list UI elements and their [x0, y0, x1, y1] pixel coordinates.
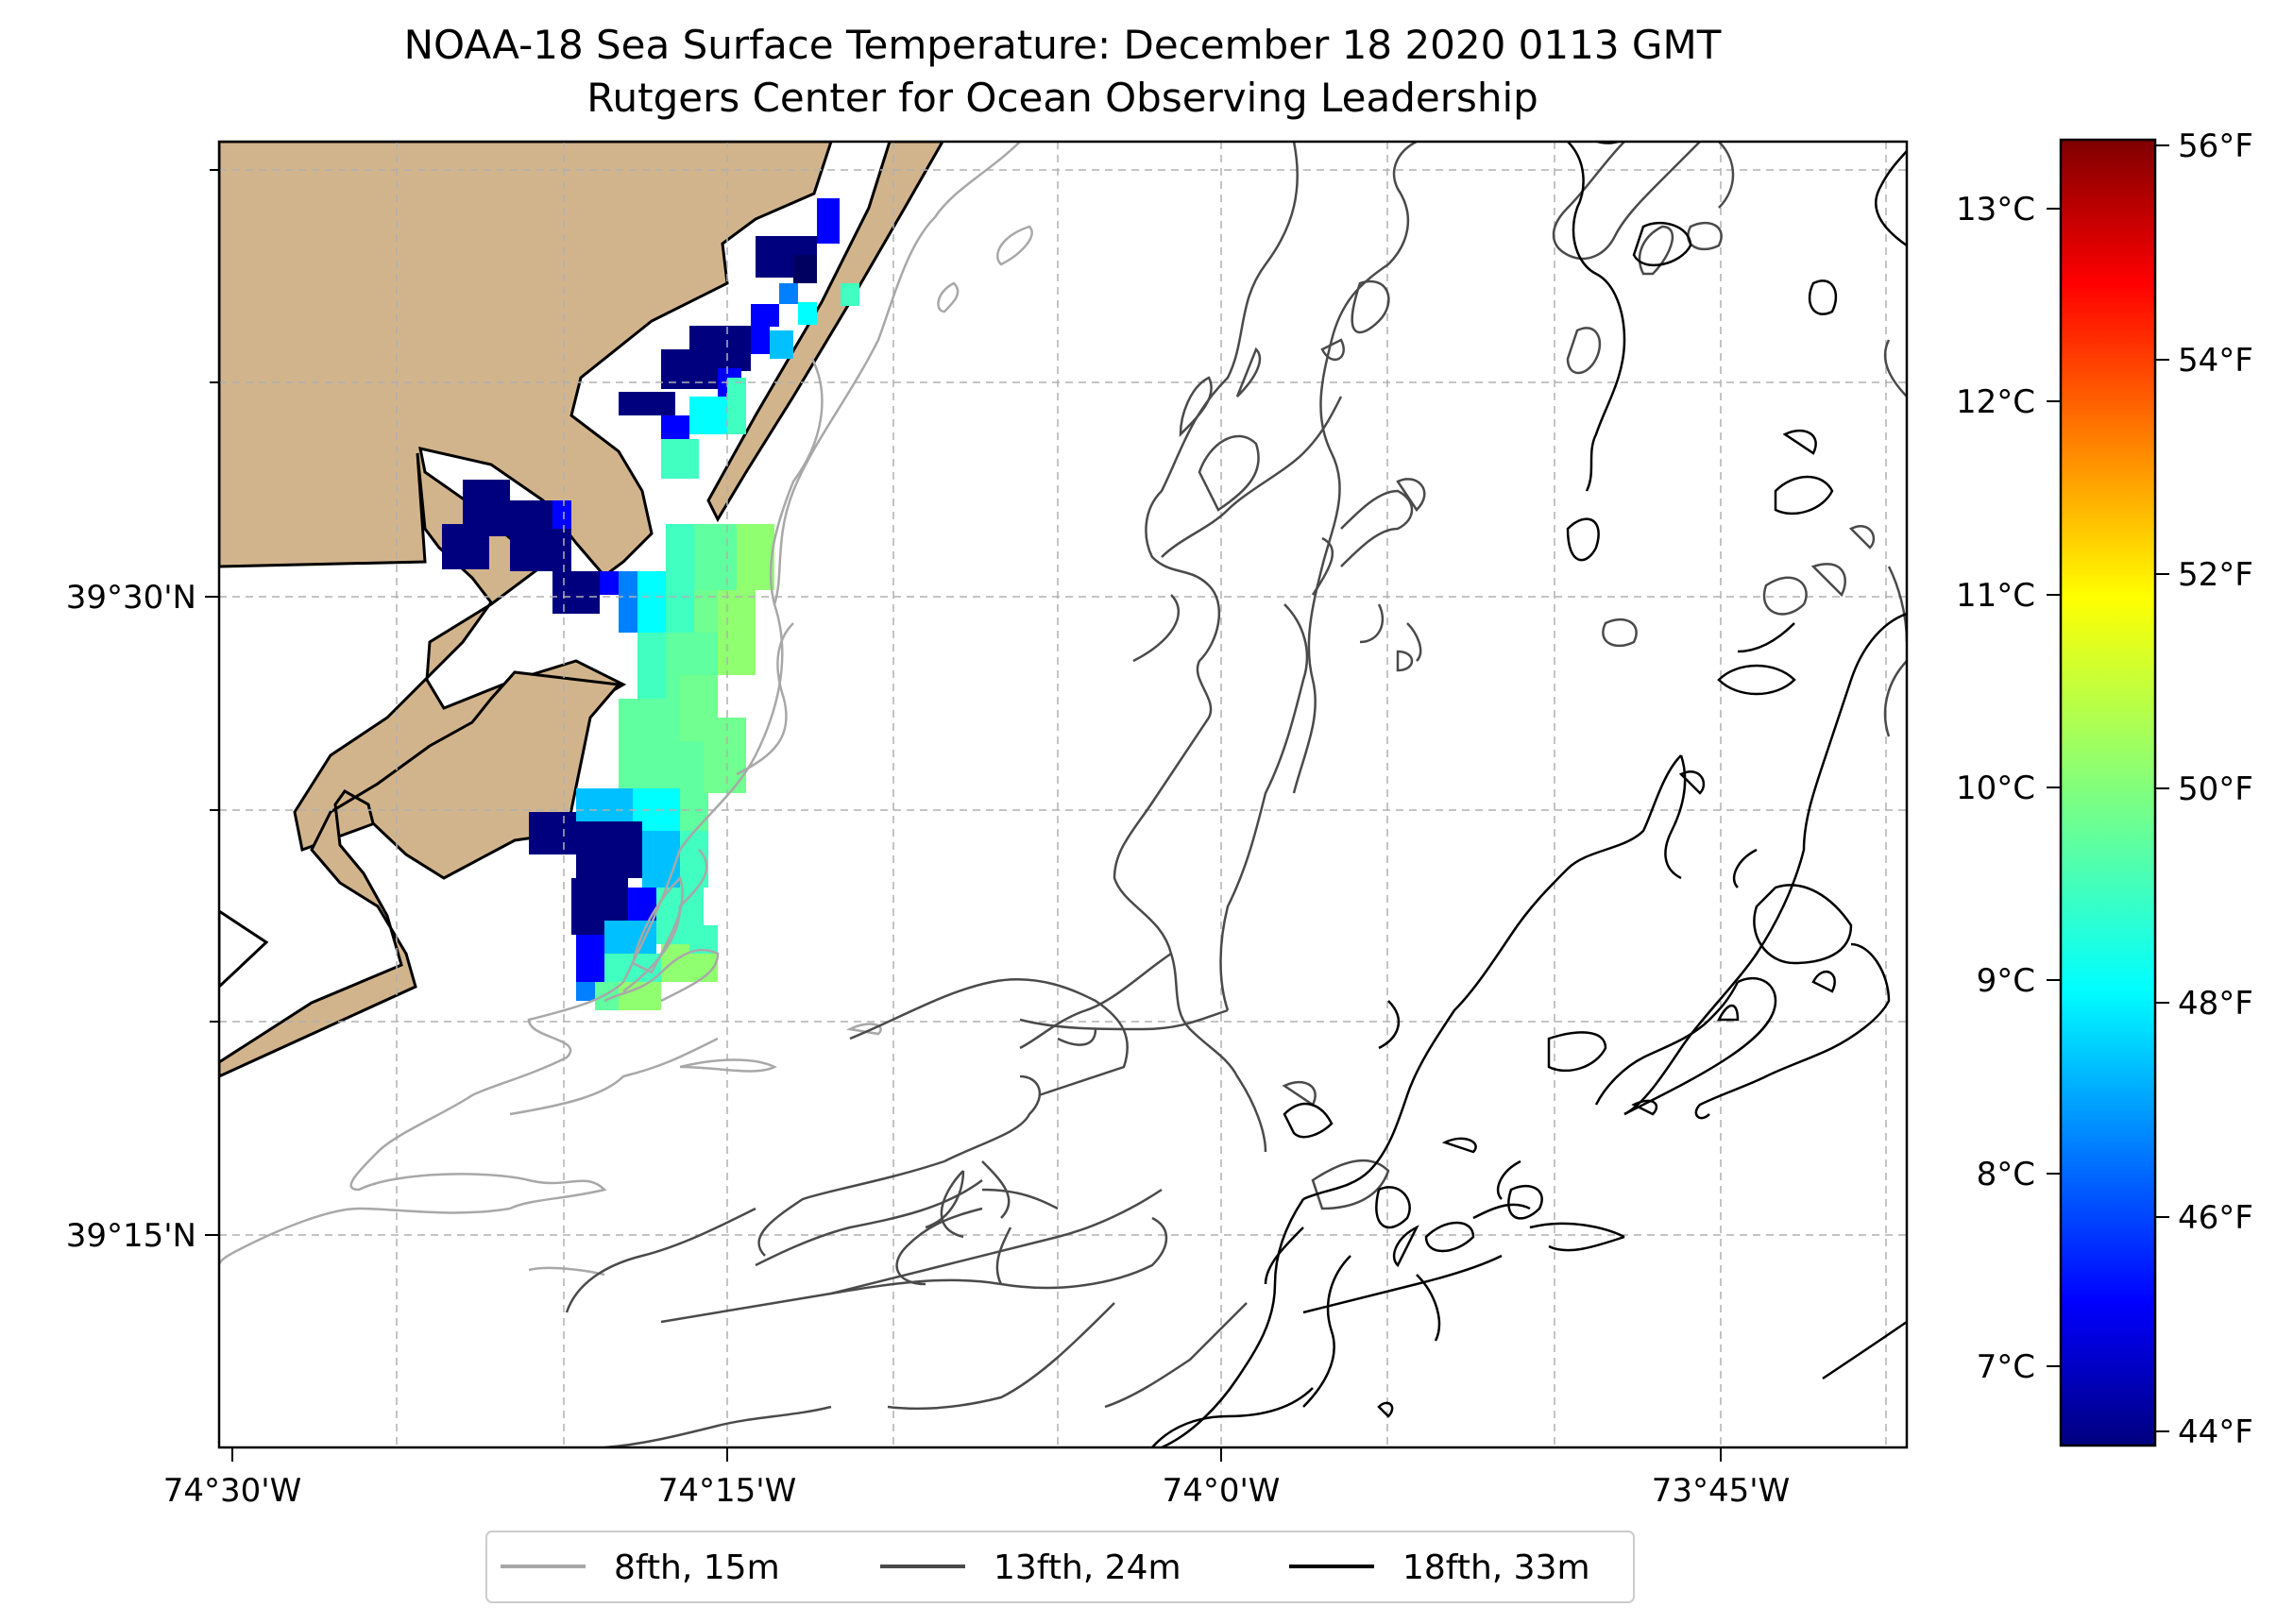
- contour-18fth: [1151, 142, 1907, 1447]
- sst-pixels: [442, 198, 859, 1010]
- land-barrier: [706, 142, 944, 523]
- x-tick-label: 74°0'W: [1163, 1472, 1281, 1510]
- colorbar-celsius-label: 13°C: [1956, 191, 2035, 228]
- colorbar-celsius-label: 9°C: [1977, 962, 2035, 1000]
- colorbar-celsius-label: 12°C: [1956, 383, 2035, 421]
- legend-label: 8fth, 15m: [614, 1548, 780, 1587]
- map-frame: [217, 140, 1909, 1449]
- land-south: [219, 670, 621, 1078]
- colorbar-celsius-label: 10°C: [1956, 770, 2035, 807]
- legend-label: 18fth, 33m: [1402, 1548, 1590, 1587]
- colorbar-fahrenheit-label: 52°F: [2178, 556, 2253, 594]
- colorbar-tick-marks: [2047, 144, 2169, 1432]
- colorbar-fahrenheit-label: 48°F: [2178, 985, 2253, 1023]
- colorbar-fahrenheit-label: 56°F: [2178, 127, 2253, 165]
- colorbar-celsius-label: 7°C: [1977, 1348, 2035, 1386]
- x-tick-label: 74°15'W: [658, 1472, 797, 1510]
- map-tick-marks: [205, 169, 1722, 1462]
- x-tick-label: 73°45'W: [1652, 1472, 1791, 1510]
- map-area: [219, 142, 1907, 1447]
- y-tick-label: 39°30'N: [66, 579, 196, 617]
- legend-label: 13fth, 24m: [994, 1548, 1181, 1587]
- colorbar-celsius-label: 11°C: [1956, 577, 2035, 615]
- colorbar-celsius-label: 8°C: [1977, 1156, 2035, 1193]
- legend: 8fth, 15m 13fth, 24m 18fth, 33m: [485, 1531, 1635, 1603]
- land-southwest-cut: [219, 909, 269, 990]
- map-gridlines: [219, 142, 1907, 1447]
- x-tick-label: 74°30'W: [163, 1472, 302, 1510]
- colorbar: [2059, 138, 2157, 1447]
- contour-8fth: [219, 142, 1033, 1277]
- land-mass: [219, 142, 833, 853]
- colorbar-fahrenheit-label: 54°F: [2178, 342, 2253, 380]
- y-tick-label: 39°15'N: [66, 1217, 196, 1255]
- colorbar-fahrenheit-label: 44°F: [2178, 1413, 2253, 1451]
- chart-subtitle: Rutgers Center for Ocean Observing Leade…: [586, 75, 1538, 121]
- legend-box: [485, 1531, 1635, 1603]
- contour-13fth: [565, 142, 1907, 1447]
- colorbar-fahrenheit-label: 50°F: [2178, 770, 2253, 808]
- chart-title: NOAA-18 Sea Surface Temperature: Decembe…: [403, 22, 1722, 68]
- colorbar-fahrenheit-label: 46°F: [2178, 1199, 2253, 1237]
